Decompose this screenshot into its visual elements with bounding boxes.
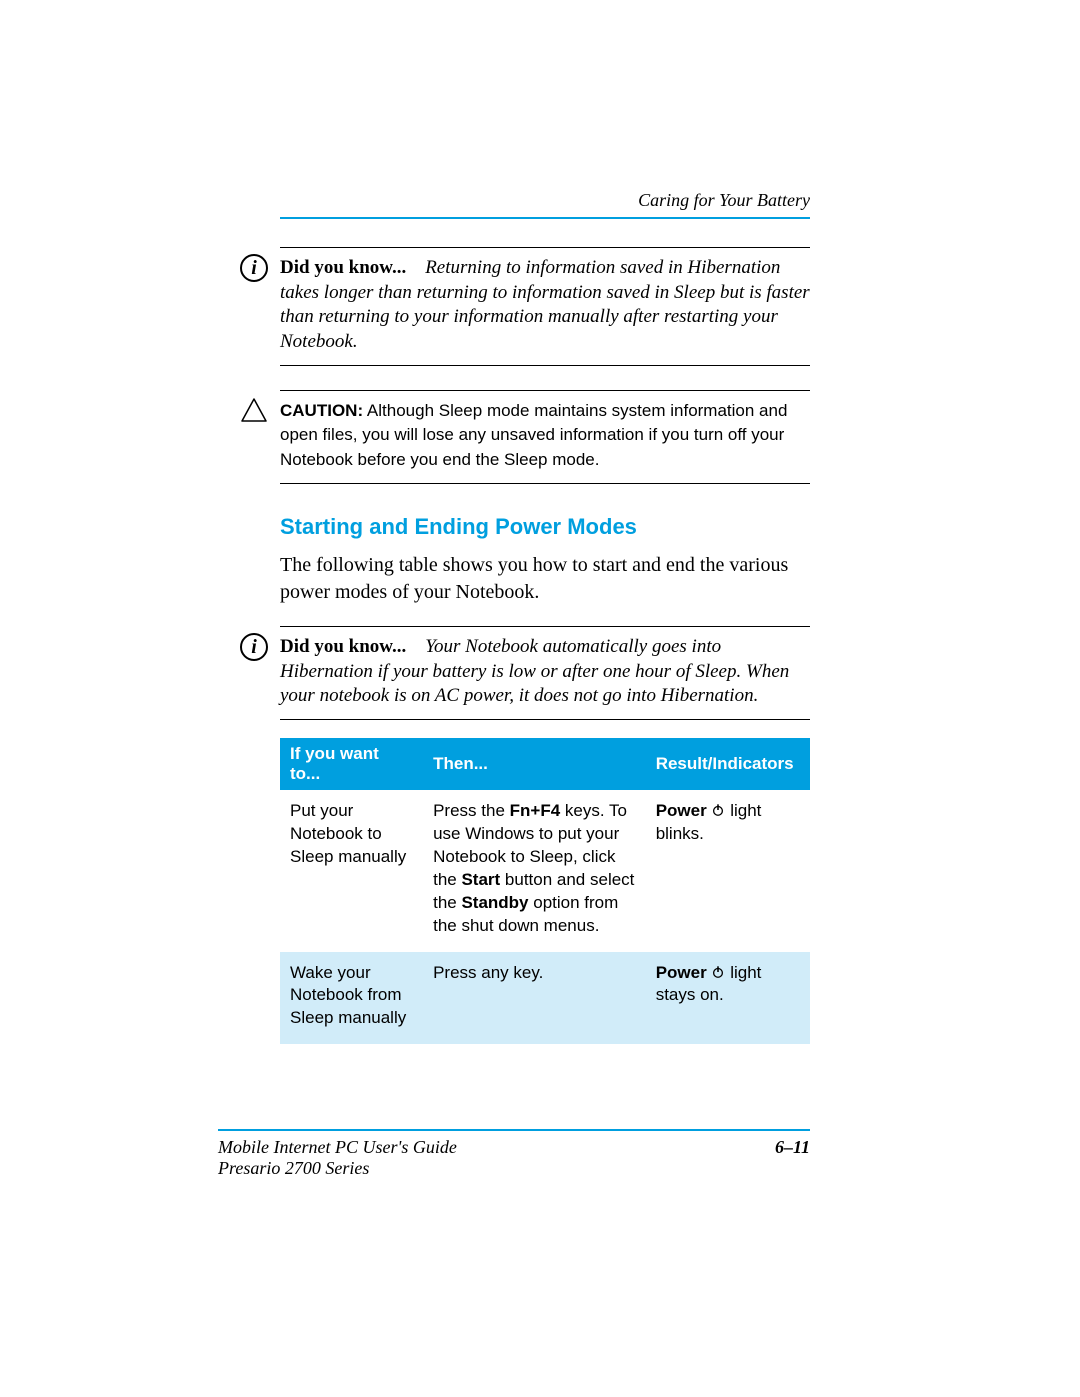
power-icon [711,801,725,820]
did-you-know-note-1: i Did you know... Returning to informati… [280,247,810,366]
cell-result: Power light stays on. [646,952,810,1045]
note-lead: Did you know... [280,636,406,657]
caution-icon [240,397,268,425]
page-footer: Mobile Internet PC User's Guide 6–11 Pre… [218,1129,810,1179]
info-icon: i [240,633,268,661]
document-page: Caring for Your Battery i Did you know..… [0,0,1080,1397]
cell-then: Press the Fn+F4 keys. To use Windows to … [423,790,646,952]
running-header: Caring for Your Battery [280,190,810,211]
caution-note: CAUTION: Although Sleep mode maintains s… [280,390,810,484]
col-header: Then... [423,738,646,790]
cell-want: Put your Notebook to Sleep manually [280,790,423,952]
info-icon: i [240,254,268,282]
cell-want: Wake your Notebook from Sleep manually [280,952,423,1045]
section-heading: Starting and Ending Power Modes [280,514,810,540]
col-header: Result/Indicators [646,738,810,790]
power-icon [711,963,725,982]
note-lead: Did you know... [280,257,406,278]
header-rule [280,217,810,219]
content-area: Caring for Your Battery i Did you know..… [280,190,810,1044]
intro-paragraph: The following table shows you how to sta… [280,552,810,606]
footer-title: Mobile Internet PC User's Guide [218,1137,457,1158]
caution-lead: CAUTION: [280,401,363,420]
footer-rule [218,1129,810,1131]
table-row: Wake your Notebook from Sleep manually P… [280,952,810,1045]
table-row: Put your Notebook to Sleep manually Pres… [280,790,810,952]
cell-then: Press any key. [423,952,646,1045]
footer-subtitle: Presario 2700 Series [218,1158,810,1179]
page-number: 6–11 [775,1137,810,1158]
cell-result: Power light blinks. [646,790,810,952]
table-header-row: If you want to... Then... Result/Indicat… [280,738,810,790]
col-header: If you want to... [280,738,423,790]
did-you-know-note-2: i Did you know... Your Notebook automati… [280,626,810,720]
power-modes-table: If you want to... Then... Result/Indicat… [280,738,810,1044]
